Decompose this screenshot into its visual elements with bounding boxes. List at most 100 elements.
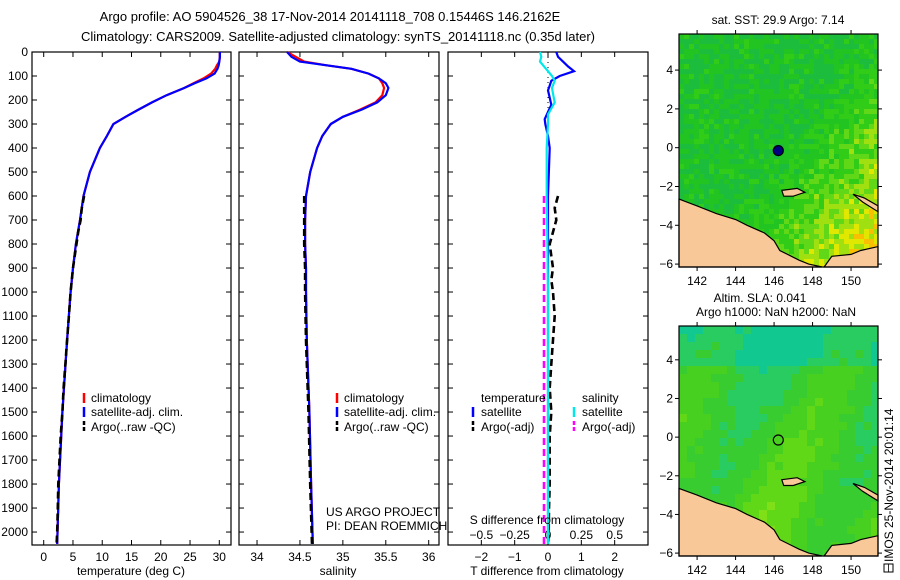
map-cell	[679, 44, 684, 49]
map-cell	[824, 204, 829, 209]
map-cell	[779, 84, 784, 89]
map-cell	[735, 350, 743, 358]
map-cell	[744, 39, 749, 44]
map-cell	[767, 446, 775, 454]
map-cell	[744, 74, 749, 79]
map-cell	[809, 94, 814, 99]
map-cell	[874, 114, 878, 119]
map-cell	[769, 179, 774, 184]
map-cell	[679, 478, 687, 486]
map-cell	[839, 184, 844, 189]
map-cell	[799, 99, 804, 104]
map-cell	[864, 94, 869, 99]
map-cell	[729, 74, 734, 79]
map-cell	[804, 194, 809, 199]
map-cell	[839, 398, 847, 406]
map-cell	[699, 109, 704, 114]
map-cell	[834, 234, 839, 239]
map-cell	[679, 114, 684, 119]
map-cell	[759, 494, 767, 502]
map-cell	[794, 159, 799, 164]
map-cell	[734, 69, 739, 74]
map-cell	[864, 234, 869, 239]
map-cell	[834, 99, 839, 104]
map-cell	[814, 149, 819, 154]
map-cell	[783, 366, 791, 374]
s-tick-label: −0.25	[499, 528, 530, 542]
map-cell	[689, 164, 694, 169]
map-cell	[703, 478, 711, 486]
map-cell	[849, 89, 854, 94]
map-cell	[859, 169, 864, 174]
map-cell	[679, 446, 687, 454]
map-cell	[807, 438, 815, 446]
map-cell	[849, 214, 854, 219]
map-cell	[709, 144, 714, 149]
map-cell	[824, 119, 829, 124]
map-cell	[869, 184, 874, 189]
map-cell	[767, 502, 775, 510]
map-cell	[839, 454, 847, 462]
map-cell	[823, 438, 831, 446]
map-cell	[727, 478, 735, 486]
map-cell	[804, 49, 809, 54]
lat-tick-label: 2	[666, 391, 673, 405]
map-cell	[764, 189, 769, 194]
map-cell	[709, 154, 714, 159]
y-tick-label: 2000	[1, 525, 28, 539]
map-cell	[689, 74, 694, 79]
map-cell	[791, 526, 799, 534]
map-cell	[809, 209, 814, 214]
map-cell	[779, 64, 784, 69]
map-cell	[834, 249, 839, 254]
map-cell	[804, 59, 809, 64]
map-cell	[794, 169, 799, 174]
map-cell	[815, 486, 823, 494]
map-cell	[834, 229, 839, 234]
map-cell	[804, 114, 809, 119]
map-cell	[699, 49, 704, 54]
map-cell	[764, 104, 769, 109]
map-cell	[847, 486, 855, 494]
map-cell	[799, 129, 804, 134]
map-cell	[679, 184, 684, 189]
map-cell	[735, 438, 743, 446]
map-cell	[799, 374, 807, 382]
map-cell	[739, 69, 744, 74]
map-cell	[703, 430, 711, 438]
map-cell	[714, 179, 719, 184]
map-cell	[759, 209, 764, 214]
map-cell	[739, 144, 744, 149]
map-cell	[839, 99, 844, 104]
map-cell	[774, 209, 779, 214]
map-cell	[855, 366, 863, 374]
map-cell	[694, 109, 699, 114]
map-cell	[695, 374, 703, 382]
map-cell	[831, 510, 839, 518]
map-cell	[831, 350, 839, 358]
map-cell	[743, 398, 751, 406]
map-cell	[871, 454, 878, 462]
map-cell	[864, 64, 869, 69]
map-cell	[839, 374, 847, 382]
map-cell	[804, 189, 809, 194]
map-cell	[824, 104, 829, 109]
map-cell	[809, 79, 814, 84]
map-cell	[824, 194, 829, 199]
map-cell	[749, 114, 754, 119]
map-cell	[769, 159, 774, 164]
map-cell	[824, 54, 829, 59]
map-cell	[823, 374, 831, 382]
map-cell	[807, 534, 815, 542]
map-cell	[695, 414, 703, 422]
map-cell	[744, 64, 749, 69]
map-cell	[824, 184, 829, 189]
legend-header-temperature: temperature	[481, 391, 546, 405]
map-cell	[775, 430, 783, 438]
map-cell	[834, 199, 839, 204]
map-cell	[815, 382, 823, 390]
map-cell	[734, 159, 739, 164]
map-cell	[824, 89, 829, 94]
map-cell	[807, 374, 815, 382]
map-cell	[739, 34, 744, 39]
